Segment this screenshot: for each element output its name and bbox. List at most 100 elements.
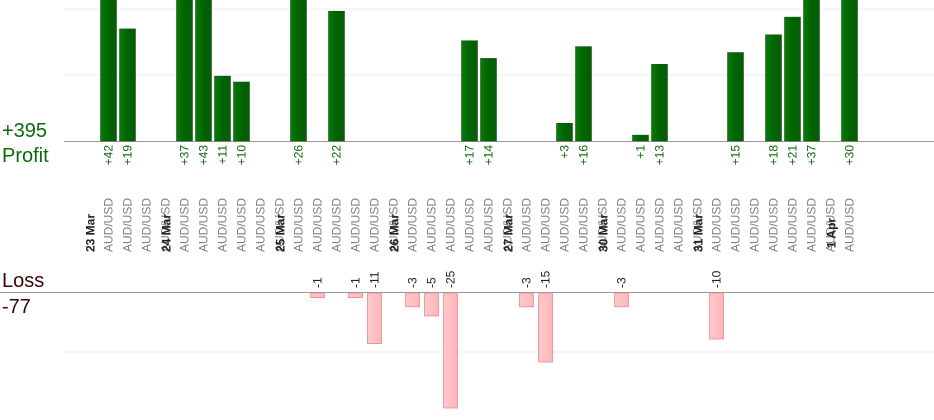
loss-bar [310,292,325,298]
date-label: 25 Mar [274,214,288,252]
bars [100,0,858,409]
pair-label: AUD/USD [159,198,173,252]
pair-label: AUD/USD [292,198,306,252]
loss-bar [348,292,363,298]
profit-value-label: +3 [558,145,572,159]
pair-label: AUD/USD [748,198,762,252]
pair-label: AUD/USD [121,198,135,252]
pair-label: AUD/USD [387,198,401,252]
pair-label: AUD/USD [539,198,553,252]
profit-bar [480,58,497,142]
pair-label: AUD/USD [501,198,515,252]
loss-bar [424,292,439,317]
pair-label: AUD/USD [596,198,610,252]
pair-label: AUD/USD [824,198,838,252]
profit-bar [556,123,573,142]
profit-value-label: +16 [577,145,591,166]
loss-bar [405,292,420,308]
pair-label: AUD/USD [406,198,420,252]
profit-bar [651,64,668,142]
date-label: 31 Mar [692,214,706,252]
loss-bar [614,292,629,308]
loss-bar [367,292,382,344]
profit-value-label: +43 [197,145,211,166]
loss-value-label: -11 [368,271,382,288]
loss-bar [538,292,553,363]
pair-label: AUD/USD [311,198,325,252]
loss-value-label: -10 [710,270,724,288]
pair-label: AUD/USD [786,198,800,252]
profit-bar [328,10,345,142]
pair-label: AUD/USD [330,198,344,252]
loss-value-label: -3 [520,277,534,288]
pair-label: AUD/USD [615,198,629,252]
profit-value-label: +11 [216,145,230,165]
date-label: 26 Mar [388,214,402,252]
loss-value-label: -3 [406,277,420,288]
pair-label: AUD/USD [140,198,154,252]
loss-value-label: -15 [539,270,553,288]
pair-label: AUD/USD [634,198,648,252]
loss-bar [709,292,724,340]
loss-value-label: -1 [311,277,325,288]
pair-label: AUD/USD [653,198,667,252]
profit-bar [727,52,744,142]
loss-value-label: -1 [349,277,363,288]
pair-label: AUD/USD [197,198,211,252]
profit-value-label: +14 [482,145,496,166]
profit-bar [632,134,649,142]
profit-value-label: +30 [843,145,857,166]
profit-value-label: +1 [634,145,648,159]
loss-total: -77 [2,296,31,318]
pair-label: AUD/USD [463,198,477,252]
pair-label: AUD/USD [843,198,857,252]
pair-label: AUD/USD [710,198,724,252]
pair-label: AUD/USD [672,198,686,252]
profit-value-label: +15 [729,145,743,166]
pair-label: AUD/USD [425,198,439,252]
profit-value-label: +18 [767,145,781,166]
profit-value-label: +37 [805,145,819,166]
loss-value-label: -5 [425,277,439,288]
pair-label: AUD/USD [805,198,819,252]
profit-bar [575,46,592,142]
profit-bar [841,0,858,142]
profit-bar [765,34,782,142]
profit-value-label: +19 [121,145,135,166]
pair-label: AUD/USD [178,198,192,252]
profit-value-label: +21 [786,145,800,166]
date-label: 30 Mar [597,214,611,252]
profit-bar [119,28,136,142]
pair-label: AUD/USD [729,198,743,252]
profit-bar [784,16,801,142]
pair-label: AUD/USD [216,198,230,252]
profit-bar [100,0,117,142]
pair-label: AUD/USD [273,198,287,252]
date-label: 24 Mar [160,214,174,252]
pair-label: AUD/USD [349,198,363,252]
date-label: 1 Apr [825,218,839,249]
loss-bar [519,292,534,308]
profit-label: Profit [2,145,49,167]
pair-label: AUD/USD [520,198,534,252]
pair-label: AUD/USD [368,198,382,252]
profit-value-label: +13 [653,145,667,166]
profit-bar [214,75,231,142]
pair-label: AUD/USD [482,198,496,252]
profit-bar [290,0,307,142]
profit-bar [176,0,193,142]
profit-value-label: +10 [235,145,249,166]
pair-label: AUD/USD [235,198,249,252]
pair-label: AUD/USD [767,198,781,252]
pair-label: AUD/USD [102,198,116,252]
profit-bar [195,0,212,142]
pair-label: AUD/USD [444,198,458,252]
pair-label: AUD/USD [254,198,268,252]
profit-value-label: +37 [178,145,192,166]
profit-total: +395 [2,120,48,142]
profit-value-label: +17 [463,145,477,166]
profit-bar [461,40,478,142]
pair-label: AUD/USD [691,198,705,252]
loss-value-label: -25 [444,270,458,288]
